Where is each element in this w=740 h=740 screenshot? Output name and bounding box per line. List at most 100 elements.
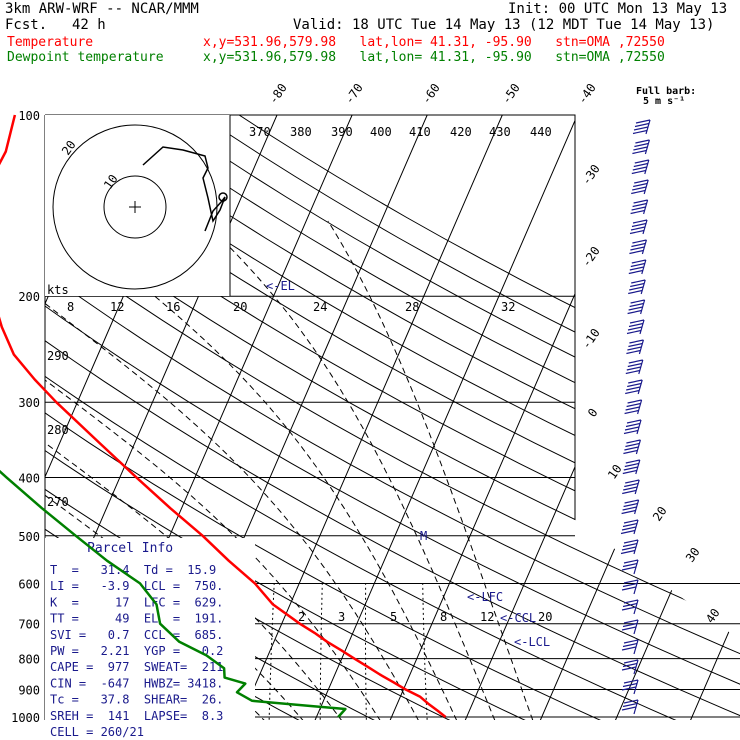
parcel-row: LI = -3.9 LCL = 750. — [50, 579, 223, 593]
wind-barb — [620, 519, 639, 535]
wind-barb — [621, 559, 639, 575]
parcel-row: T = 31.4 Td = 15.9 — [50, 563, 216, 577]
wind-barb — [621, 679, 639, 695]
dewpoint-legend: Dewpoint temperature — [7, 50, 164, 65]
isotherm-line — [535, 115, 740, 720]
theta-label-280: 280 — [47, 423, 69, 437]
mixing-ratio-line-12 — [365, 583, 367, 720]
wind-barb — [620, 539, 639, 555]
pressure-label-800: 800 — [18, 653, 40, 667]
parcel-row: PW = 2.21 YGP = 0.2 — [50, 644, 223, 658]
dewpoint-trace — [0, 469, 347, 718]
pressure-label-300: 300 — [18, 396, 40, 410]
isotherm-line — [45, 115, 53, 720]
dry-adiabat — [45, 115, 740, 720]
el-marker: <-EL — [266, 279, 295, 293]
wind-barb — [631, 159, 650, 175]
isotherm-label-minus30: -30 — [579, 162, 603, 188]
wind-barb — [628, 259, 647, 275]
hodograph-ring-10 — [103, 175, 167, 239]
forecast-hour: 42 h — [72, 17, 106, 33]
wind-barb — [622, 459, 641, 475]
speed-label-8: 8 — [67, 300, 74, 314]
mixing-label-3: 3 — [338, 610, 345, 624]
theta-label-430: 430 — [489, 125, 511, 139]
wind-barb — [621, 579, 639, 595]
pressure-label-600: 600 — [18, 577, 40, 591]
dry-adiabat — [199, 115, 740, 720]
level-annotations: <-EL <-LFC <-CCL <-LCL M — [266, 279, 550, 649]
wind-barb — [621, 639, 639, 655]
speed-label-20: 20 — [233, 300, 247, 314]
dry-adiabat — [45, 115, 740, 720]
wind-barb — [621, 599, 639, 615]
temperature-legend: Temperature — [7, 35, 94, 50]
isotherm-label-10: 10 — [605, 462, 625, 482]
lcl-marker: <-LCL — [514, 635, 550, 649]
wind-barb — [622, 479, 640, 495]
isotherm-line — [460, 115, 729, 720]
mixing-label-12: 12 — [480, 610, 494, 624]
wind-barb — [629, 239, 647, 255]
forecast-label: Fcst. — [5, 17, 48, 33]
isotherm-label-minus80: -80 — [266, 81, 290, 107]
isotherm-label-minus10: -10 — [579, 326, 603, 352]
hodograph-ring-label-10: 10 — [101, 172, 121, 192]
parcel-row: Tc = 37.8 SHEAR= 26. — [50, 693, 223, 707]
dry-adiabat — [45, 115, 546, 720]
dry-adiabat — [45, 115, 470, 720]
mixing-label-5: 5 — [390, 610, 397, 624]
theta-labels: 370 380 390 400 410 420 430 440 290 280 … — [47, 125, 552, 509]
wind-barb — [628, 279, 646, 295]
isotherm-label-20: 20 — [650, 504, 670, 524]
model-title: 3km ARW-WRF -- NCAR/MMM — [5, 1, 199, 17]
pressure-axis-labels: 100 200 300 400 500 600 700 800 900 1000 — [11, 109, 40, 725]
theta-label-420: 420 — [450, 125, 472, 139]
mixing-label-20: 20 — [538, 610, 552, 624]
wind-barb — [630, 199, 649, 215]
parcel-row: CELL = 260/21 — [50, 725, 144, 739]
wind-barb — [621, 659, 639, 675]
mixing-label-8: 8 — [440, 610, 447, 624]
mixing-ratio-line-5 — [268, 583, 275, 720]
isotherm-label-minus40: -40 — [575, 81, 599, 107]
pressure-label-700: 700 — [18, 618, 40, 632]
pressure-label-1000: 1000 — [11, 711, 40, 725]
wind-barb — [632, 119, 651, 135]
theta-label-440: 440 — [530, 125, 552, 139]
lfc-marker: <-LFC — [467, 590, 503, 604]
ccl-marker: <-CCL — [500, 611, 536, 625]
speed-label-24: 24 — [313, 300, 327, 314]
init-time: Init: 00 UTC Mon 13 May 13 — [508, 1, 728, 17]
wind-barb — [632, 139, 650, 155]
wind-barb — [625, 379, 643, 395]
isotherm-label-minus70: -70 — [342, 81, 366, 107]
wind-barb — [621, 619, 639, 635]
pressure-label-400: 400 — [18, 471, 40, 485]
speed-label-28: 28 — [405, 300, 419, 314]
parcel-info-title: Parcel Info — [87, 541, 173, 556]
speed-label-32: 32 — [501, 300, 515, 314]
mixing-ratio-labels: 2 3 5 8 12 20 — [298, 610, 552, 624]
hodograph-units: kts — [47, 283, 69, 297]
speed-label-12: 12 — [110, 300, 124, 314]
wind-barb — [626, 339, 644, 355]
wind-barb — [625, 359, 644, 375]
wind-barb — [624, 399, 643, 415]
m-marker: M — [420, 529, 427, 543]
mixing-ratio-line-20 — [422, 583, 429, 720]
dry-adiabat — [238, 115, 740, 720]
wind-barb — [621, 699, 639, 715]
parcel-info-box: Parcel Info T = 31.4 Td = 15.9 LI = -3.9 … — [45, 538, 255, 739]
isotherm-label-0: 0 — [585, 406, 601, 420]
theta-label-410: 410 — [409, 125, 431, 139]
isotherm-line — [685, 115, 740, 720]
speed-label-16: 16 — [166, 300, 180, 314]
temperature-location: x,y=531.96,579.98 lat,lon= 41.31, -95.90… — [203, 35, 665, 50]
pressure-label-500: 500 — [18, 530, 40, 544]
pressure-label-900: 900 — [18, 683, 40, 697]
theta-label-400: 400 — [370, 125, 392, 139]
mixing-label-2: 2 — [298, 610, 305, 624]
parcel-row: CIN = -647 HWBZ= 3418. — [50, 676, 223, 690]
isotherm-labels: -80 -70 -60 -50 -40 -30 -20 -10 0 10 20 … — [266, 81, 723, 626]
